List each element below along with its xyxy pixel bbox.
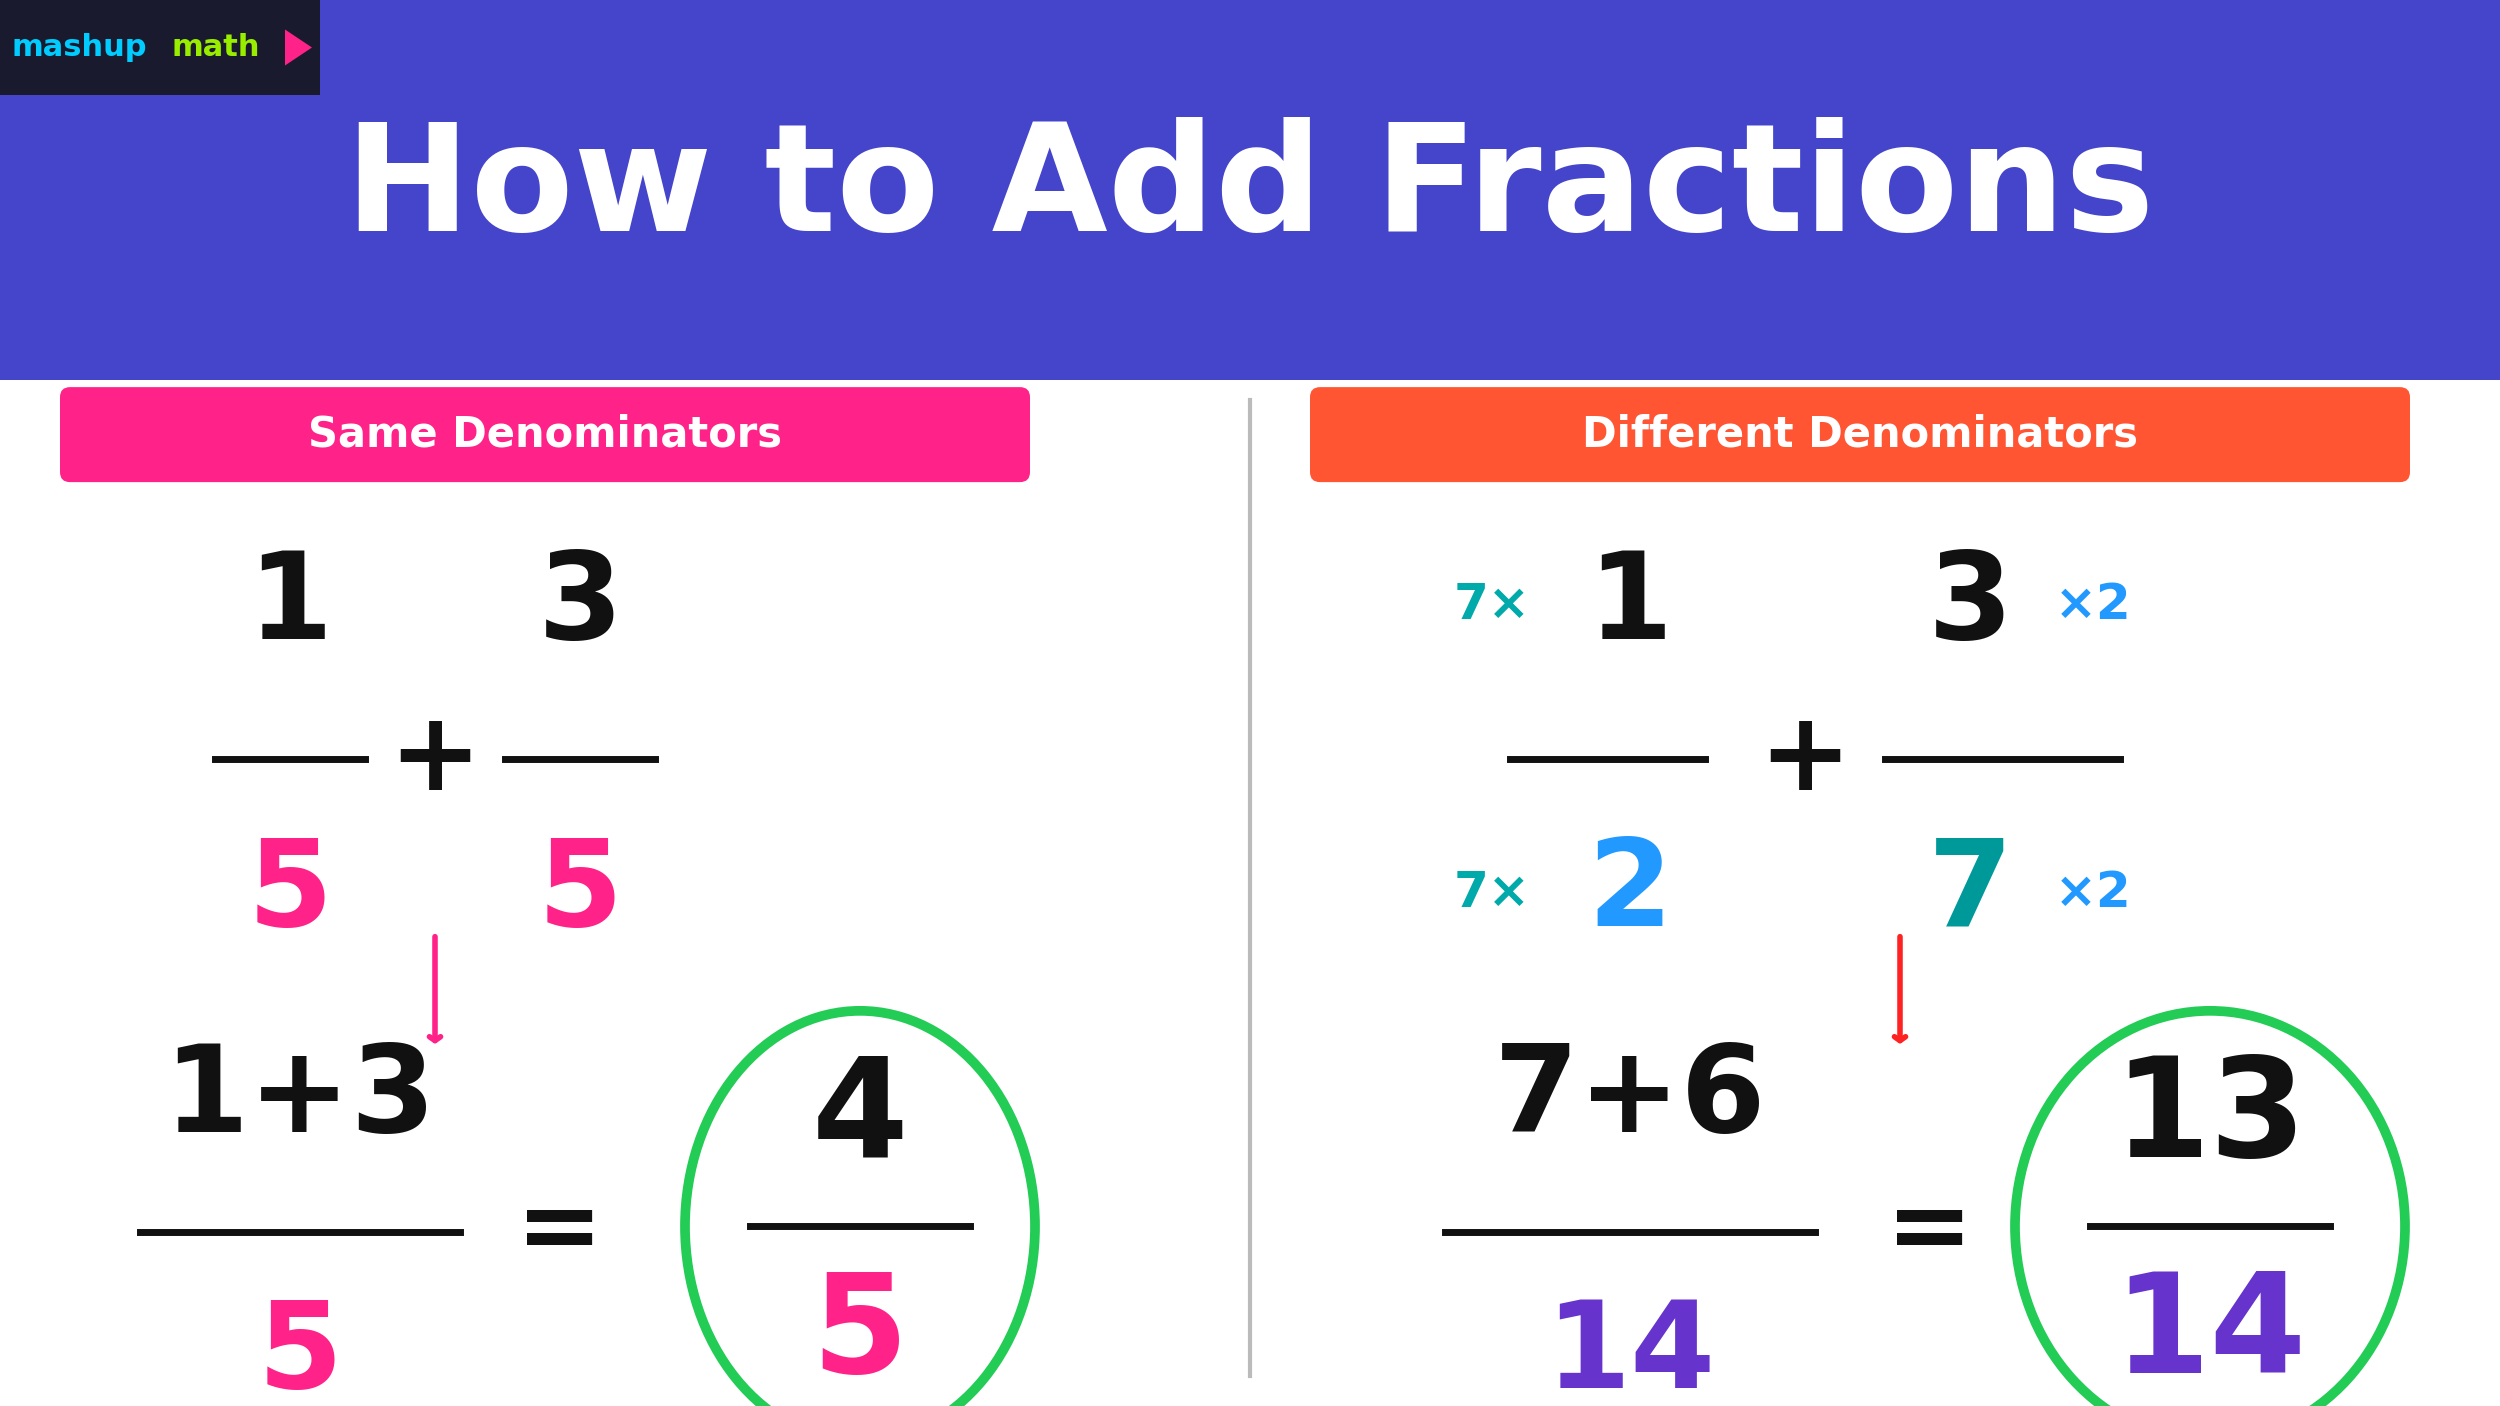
Text: Same Denominators: Same Denominators xyxy=(308,413,782,456)
Text: 7+6: 7+6 xyxy=(1492,1039,1768,1157)
Text: 2: 2 xyxy=(1588,834,1672,952)
Text: 13: 13 xyxy=(2112,1052,2308,1187)
Text: ×2: ×2 xyxy=(2055,869,2132,917)
Text: 1: 1 xyxy=(248,547,332,664)
Text: =: = xyxy=(518,1181,602,1282)
Text: Different Denominators: Different Denominators xyxy=(1582,413,2138,456)
Text: 3: 3 xyxy=(538,547,622,664)
FancyBboxPatch shape xyxy=(0,380,2500,1406)
Polygon shape xyxy=(285,30,312,66)
FancyBboxPatch shape xyxy=(0,0,2500,380)
Text: 5: 5 xyxy=(258,1296,343,1406)
Text: 7: 7 xyxy=(1928,834,2012,952)
Text: 14: 14 xyxy=(1545,1296,1715,1406)
Text: 7×: 7× xyxy=(1452,582,1530,630)
Text: 1+3: 1+3 xyxy=(162,1039,437,1157)
FancyBboxPatch shape xyxy=(0,0,320,96)
Text: 7×: 7× xyxy=(1452,869,1530,917)
Text: math: math xyxy=(173,32,260,62)
Text: 5: 5 xyxy=(812,1267,908,1402)
Text: 5: 5 xyxy=(538,834,622,952)
Text: 1: 1 xyxy=(1588,547,1672,664)
Text: 3: 3 xyxy=(1928,547,2012,664)
Text: mashup: mashup xyxy=(12,32,148,62)
Text: How to Add Fractions: How to Add Fractions xyxy=(345,117,2155,263)
Text: ×2: ×2 xyxy=(2055,582,2132,630)
FancyBboxPatch shape xyxy=(1310,387,2410,482)
FancyBboxPatch shape xyxy=(60,387,1030,482)
Text: +: + xyxy=(1758,706,1852,813)
Text: 14: 14 xyxy=(2112,1267,2308,1402)
Text: =: = xyxy=(1888,1181,1972,1282)
Text: +: + xyxy=(388,706,482,813)
Text: 5: 5 xyxy=(248,834,332,952)
Text: 4: 4 xyxy=(812,1052,908,1187)
